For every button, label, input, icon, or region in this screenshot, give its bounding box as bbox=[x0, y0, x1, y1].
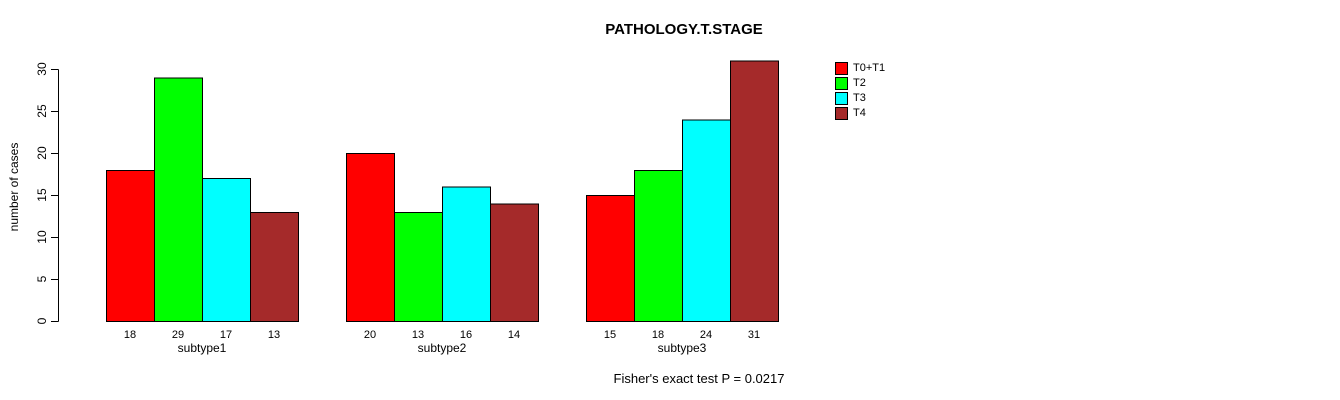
bar-subtype3-T2 bbox=[634, 169, 683, 322]
legend-label: T2 bbox=[853, 77, 866, 89]
bar-subtype2-T2 bbox=[394, 211, 443, 322]
bar-value-label: 17 bbox=[220, 329, 232, 341]
bar-value-label: 29 bbox=[172, 329, 184, 341]
legend-label: T3 bbox=[853, 92, 866, 104]
y-tick-label: 10 bbox=[35, 230, 49, 244]
legend-swatch bbox=[835, 77, 848, 90]
bar-value-label: 13 bbox=[412, 329, 424, 341]
bar-subtype2-T0+T1 bbox=[346, 153, 395, 322]
bar-value-label: 18 bbox=[124, 329, 136, 341]
legend-item: T2 bbox=[835, 76, 885, 91]
y-tick-label: 5 bbox=[35, 275, 49, 282]
legend-label: T0+T1 bbox=[853, 62, 886, 74]
y-tick-label: 15 bbox=[35, 188, 49, 202]
footnote: Fisher's exact test P = 0.0217 bbox=[613, 371, 785, 386]
category-label: subtype1 bbox=[178, 341, 227, 355]
bar-value-label: 14 bbox=[508, 329, 520, 341]
bar-subtype1-T2 bbox=[154, 77, 203, 323]
legend-item: T4 bbox=[835, 106, 885, 121]
bar-value-label: 16 bbox=[460, 329, 472, 341]
legend-swatch bbox=[835, 107, 848, 120]
bar-subtype2-T4 bbox=[490, 203, 539, 322]
bar-value-label: 24 bbox=[700, 329, 712, 341]
bar-value-label: 18 bbox=[652, 329, 664, 341]
legend-swatch bbox=[835, 62, 848, 75]
y-tick-label: 30 bbox=[35, 62, 49, 76]
bar-subtype1-T0+T1 bbox=[106, 169, 155, 322]
bar-subtype1-T3 bbox=[202, 178, 251, 322]
legend-label: T4 bbox=[853, 107, 866, 119]
y-tick-label: 25 bbox=[35, 104, 49, 118]
legend-item: T0+T1 bbox=[835, 61, 885, 76]
legend: T0+T1 T2 T3 T4 bbox=[835, 61, 885, 121]
bar-subtype3-T0+T1 bbox=[586, 195, 635, 322]
bar-value-label: 15 bbox=[604, 329, 616, 341]
bar-subtype2-T3 bbox=[442, 186, 491, 322]
chart-title: PATHOLOGY.T.STAGE bbox=[605, 21, 763, 38]
category-label: subtype3 bbox=[658, 341, 707, 355]
bar-value-label: 31 bbox=[748, 329, 760, 341]
bar-subtype3-T4 bbox=[730, 60, 779, 322]
y-tick-label: 20 bbox=[35, 146, 49, 160]
y-tick-label: 0 bbox=[35, 317, 49, 324]
legend-swatch bbox=[835, 92, 848, 105]
legend-item: T3 bbox=[835, 91, 885, 106]
bar-value-label: 13 bbox=[268, 329, 280, 341]
bar-subtype1-T4 bbox=[250, 211, 299, 322]
bar-subtype3-T3 bbox=[682, 119, 731, 323]
bar-value-label: 20 bbox=[364, 329, 376, 341]
category-label: subtype2 bbox=[418, 341, 467, 355]
